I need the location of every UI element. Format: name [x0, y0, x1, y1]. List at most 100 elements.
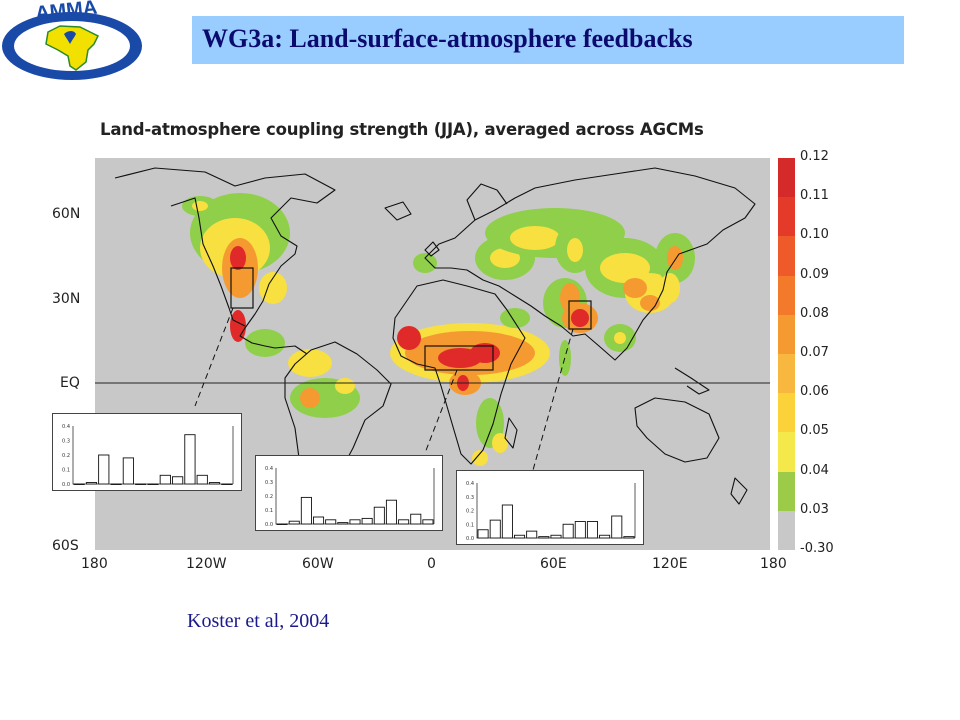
inset-bar	[147, 483, 159, 485]
lon-label-120w: 120W	[186, 556, 227, 572]
leader-lines	[194, 307, 574, 471]
colorbar-segment	[778, 471, 795, 512]
inset-tick-label: 0.3	[265, 480, 273, 486]
inset-tick-label: 0.3	[466, 495, 474, 501]
inset-histogram-sahel: 0.4 0.3 0.2 0.1 0.0	[255, 455, 443, 531]
inset-axis	[72, 426, 234, 485]
inset-tick-label: 0.4	[265, 466, 273, 472]
colorbar-segment	[778, 275, 795, 316]
lat-label-30n: 30N	[52, 291, 81, 307]
colorbar-segment	[778, 510, 795, 551]
inset-histogram-india: 0.4 0.3 0.2 0.1 0.0	[456, 470, 644, 545]
inset-bar	[196, 474, 208, 485]
lon-label-180e: 180	[760, 556, 787, 572]
colorbar-segment	[778, 354, 795, 394]
inset-bar	[208, 482, 221, 485]
header-bar: WG3a: Land-surface-atmosphere feedbacks	[192, 16, 904, 64]
inset-bar	[325, 519, 337, 525]
colorbar-segment	[778, 393, 795, 433]
hotspots	[182, 193, 695, 466]
colorbar-segment	[778, 314, 795, 355]
lat-label-eq: EQ	[60, 375, 80, 391]
colorbar-label: 0.07	[800, 345, 829, 360]
inset-bar	[586, 521, 598, 539]
inset-bar	[361, 517, 373, 525]
inset-bar	[526, 530, 538, 539]
lon-label-0: 0	[427, 556, 436, 572]
inset-bar	[122, 457, 134, 485]
inset-bar	[373, 506, 385, 525]
lon-label-120e: 120E	[652, 556, 688, 572]
inset-tick-label: 0.0	[62, 482, 70, 488]
inset-bar	[501, 504, 513, 539]
lat-label-60s: 60S	[52, 538, 79, 554]
colorbar-label: 0.06	[800, 384, 829, 400]
inset-histogram-great-plains: 0.4 0.3 0.2 0.1 0.0	[52, 413, 242, 491]
map-canvas	[95, 167, 770, 519]
inset-bar	[538, 536, 550, 539]
colorbar-label: 0.11	[800, 188, 829, 204]
inset-tick-label: 0.2	[265, 494, 273, 500]
colorbar-label: 0.04	[800, 462, 829, 478]
inset-bar	[422, 519, 434, 525]
inset-bar	[349, 519, 361, 525]
inset-bar	[385, 499, 397, 525]
inset-bar	[550, 534, 562, 539]
inset-bar	[574, 521, 586, 539]
colorbar-label: 0.05	[800, 423, 829, 439]
region-boxes	[230, 267, 592, 371]
inset-tick-label: 0.3	[62, 439, 70, 445]
colorbar-label: -0.30	[800, 541, 834, 556]
lon-label-60w: 60W	[302, 556, 334, 572]
inset-bar	[599, 534, 611, 539]
inset-bar	[313, 516, 325, 525]
colorbar-segment	[778, 197, 795, 237]
inset-bar	[398, 519, 410, 525]
inset-bar	[276, 523, 288, 525]
coastlines	[114, 167, 756, 519]
inset-bar	[110, 483, 122, 485]
inset-bar	[85, 482, 98, 485]
lon-label-60e: 60E	[540, 556, 567, 572]
inset-tick-label: 0.0	[466, 536, 474, 542]
inset-tick-label: 0.1	[466, 522, 474, 528]
colorbar-segment	[778, 236, 795, 277]
colorbar-label: 0.08	[800, 305, 829, 321]
amma-logo: AMMA	[0, 0, 150, 88]
inset-bar	[514, 534, 526, 539]
inset-bar	[623, 536, 635, 539]
inset-tick-label: 0.4	[62, 424, 70, 430]
inset-bar	[300, 496, 312, 525]
citation: Koster et al, 2004	[187, 610, 330, 632]
inset-bar	[410, 513, 422, 525]
inset-bar	[172, 476, 184, 485]
inset-bar	[159, 474, 171, 485]
inset-bar	[611, 515, 623, 539]
colorbar-label: 0.12	[800, 149, 829, 164]
inset-bar	[73, 483, 85, 485]
inset-tick-label: 0.2	[62, 453, 70, 459]
header-title: WG3a: Land-surface-atmosphere feedbacks	[202, 24, 693, 53]
inset-tick-label: 0.1	[265, 508, 273, 514]
colorbar-segment	[778, 432, 795, 473]
inset-tick-label: 0.4	[466, 481, 474, 487]
world-map	[95, 158, 770, 550]
inset-bar	[288, 520, 300, 525]
inset-bar	[562, 523, 574, 539]
colorbar-label: 0.09	[800, 266, 829, 282]
inset-bar	[135, 483, 147, 485]
inset-tick-label: 0.2	[466, 509, 474, 515]
inset-bar	[98, 454, 110, 485]
inset-bar	[477, 529, 489, 539]
colorbar-segment	[778, 158, 795, 198]
lat-label-60n: 60N	[52, 206, 81, 222]
inset-bar	[184, 434, 196, 485]
colorbar-label: 0.03	[800, 501, 829, 517]
inset-bar	[221, 483, 233, 485]
colorbar	[778, 158, 795, 551]
colorbar-label: 0.10	[800, 227, 829, 243]
inset-tick-label: 0.0	[265, 522, 273, 528]
inset-bar	[337, 522, 349, 525]
inset-bar	[489, 519, 501, 539]
figure-title: Land-atmosphere coupling strength (JJA),…	[100, 120, 704, 139]
